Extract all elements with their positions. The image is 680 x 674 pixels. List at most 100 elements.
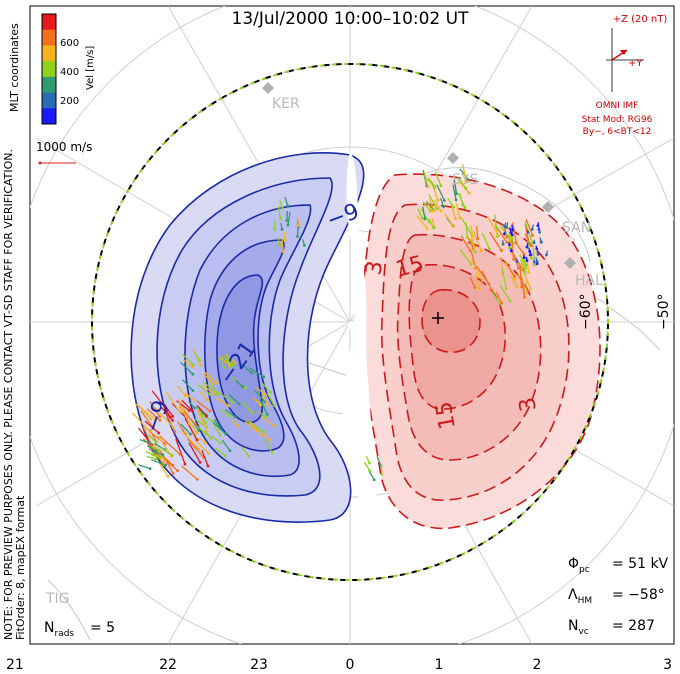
velocity-vector-origin [259,403,262,407]
velocity-vector-origin [452,205,456,209]
velocity-vector-origin [195,430,199,434]
preview-note: NOTE: FOR PREVIEW PURPOSES ONLY. PLEASE … [2,149,15,640]
velocity-vector-origin [520,285,524,289]
velocity-vector-origin [263,430,266,434]
velocity-vector-origin [171,414,175,418]
velocity-vector-origin [525,245,529,249]
velocity-vector-origin [535,247,539,251]
velocity-vector-origin [187,409,191,412]
velocity-vector-origin [465,235,469,239]
velocity-vector [152,433,166,445]
velocity-vector-origin [158,415,162,419]
velocity-vector-origin [473,250,477,254]
velocity-vector-origin [529,244,533,247]
velocity-vector-origin [285,219,289,222]
velocity-vector [201,384,218,396]
velocity-vector [427,203,434,212]
mlt-tick-2: 2 [533,657,542,673]
velocity-vector-origin [262,375,266,379]
velocity-vector-origin [205,429,209,433]
velocity-vector [254,389,266,403]
hm-boundary-green [91,63,609,581]
color-bar-segment [42,14,56,31]
velocity-vectors [132,164,549,482]
velocity-vector [460,235,471,251]
velocity-vector-origin [533,263,536,267]
velocity-vector-origin [513,277,517,281]
velocity-vector [225,353,236,363]
velocity-vector-origin [149,417,153,421]
velocity-vector-origin [204,432,208,436]
velocity-vector-origin [501,242,505,246]
velocity-vector-origin [215,381,219,385]
potential-minimum-marker [348,321,356,329]
color-bar-segment [42,92,56,109]
velocity-vector-origin [211,420,215,423]
velocity-vector-origin [187,422,191,425]
velocity-vector [469,277,476,288]
velocity-vector [146,408,161,421]
velocity-vector-origin [232,363,236,367]
velocity-vector [249,421,262,436]
velocity-vector [216,397,230,407]
velocity-vector-origin [297,224,301,227]
velocity-vector [416,215,428,230]
velocity-vector [458,180,470,194]
velocity-vector-origin [159,456,163,460]
velocity-vector-origin [511,228,515,232]
velocity-vector-origin [241,385,244,389]
velocity-vector-origin [281,250,285,253]
velocity-vector [221,439,231,452]
velocity-vector-origin [204,441,208,445]
velocity-vector-origin [157,431,161,435]
velocity-vector-origin [211,382,215,386]
velocity-vector-origin [500,301,504,305]
velocity-vector [231,418,239,427]
velocity-vector-origin [157,448,161,452]
velocity-vector [183,359,193,368]
color-bar-axis-label: Vel [m/s] [85,46,96,90]
velocity-vector-origin [469,262,473,266]
velocity-vector-origin [259,433,263,437]
velocity-vector [145,451,157,457]
velocity-vector-origin [195,438,199,442]
velocity-vector-origin [268,438,272,442]
velocity-vector [198,437,207,444]
velocity-vector [467,237,474,249]
n-vc-value: = 287 [612,618,655,634]
velocity-vector-origin [205,414,208,418]
n-rads-value: = 5 [90,620,115,636]
velocity-vector-origin [458,216,462,220]
velocity-vector [277,236,281,246]
velocity-vector [433,200,442,212]
velocity-vector-origin [206,398,209,402]
velocity-vector [228,393,240,405]
velocity-vector-origin [477,287,481,291]
color-bar-tick-600: 600 [60,38,79,49]
velocity-vector-origin [224,432,228,436]
velocity-vector-origin [263,393,267,396]
velocity-vector [253,425,265,433]
velocity-vector [510,275,518,288]
color-bar-tick-400: 400 [60,67,79,78]
velocity-vector [179,361,194,375]
velocity-vector [470,225,475,248]
velocity-vector-origin [233,361,237,364]
velocity-vector [210,435,221,444]
velocity-vector-origin [250,411,254,415]
velocity-vector-origin [454,198,458,202]
contour-label-pos-bottom: 15 [431,399,460,431]
velocity-vector [283,231,286,240]
velocity-vector [431,218,436,228]
velocity-vector [453,180,457,194]
velocity-vector-origin [231,400,234,404]
station-label-san: SAN [562,220,591,236]
velocity-vector [428,194,438,210]
velocity-vector-origin [237,402,241,406]
velocity-vector [252,396,261,406]
velocity-vector-origin [219,441,222,445]
velocity-vector-origin [228,363,231,367]
velocity-vector-origin [545,253,548,257]
velocity-vector-origin [191,365,194,369]
velocity-vector-origin [209,436,212,440]
